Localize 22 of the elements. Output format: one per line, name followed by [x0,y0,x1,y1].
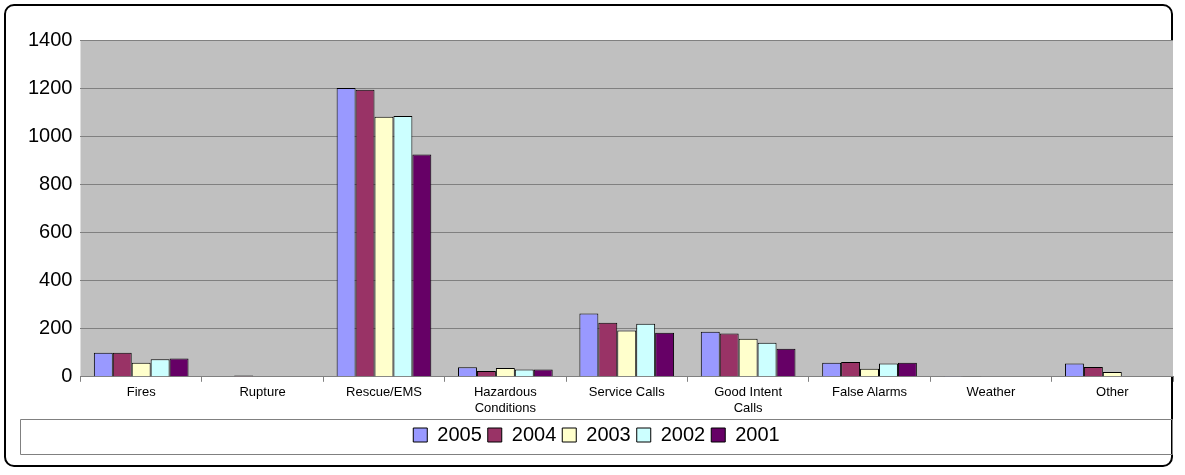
x-tick-label: Rescue/EMS [346,384,423,400]
x-tick-label: Rupture [239,384,286,400]
x-tick-label: Good Intent Calls [714,384,783,415]
y-tick-label: 0 [61,364,73,387]
y-tick-label: 200 [39,316,73,339]
x-tick-label: Weather [966,384,1017,400]
y-tick-label: 1400 [27,27,73,50]
legend-label: 2001 [735,422,780,445]
legend-label: 2004 [511,422,557,445]
y-tick-label: 1200 [27,75,73,98]
y-tick-label: 800 [39,171,73,194]
y-tick-label: 1000 [27,123,73,146]
x-tick-label: False Alarms [831,384,908,400]
legend-label: 2002 [660,422,706,445]
y-tick-label: 400 [39,268,73,291]
legend-label: 2005 [437,422,482,445]
y-tick-label: 600 [39,219,73,242]
legend-label: 2003 [586,422,631,445]
x-tick-label: Service Calls [588,384,666,400]
x-tick-label: Other [1096,384,1130,400]
x-tick-label: Hazardous Conditions [473,384,538,415]
x-tick-label: Fires [126,384,157,400]
